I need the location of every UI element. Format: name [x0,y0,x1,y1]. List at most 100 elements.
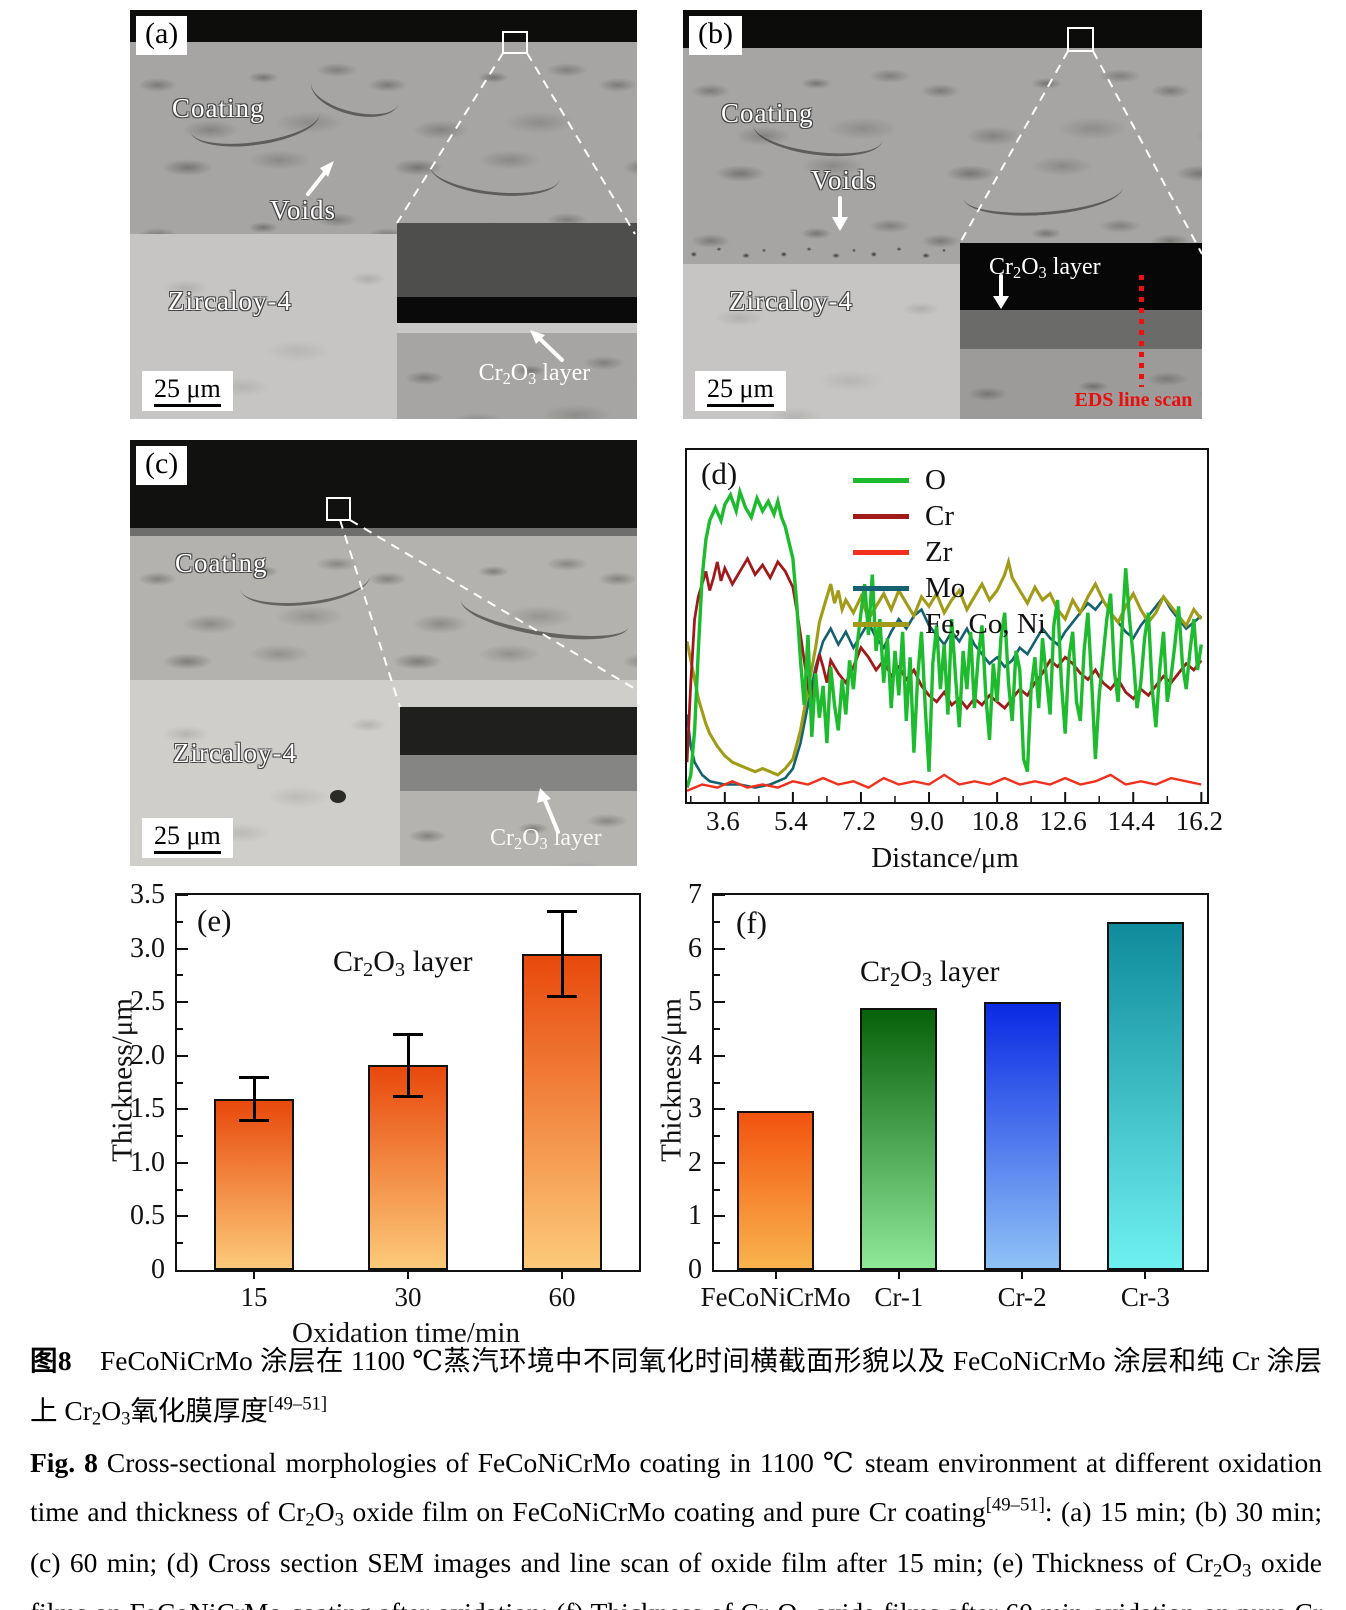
legend-swatch [853,621,909,627]
x-axis-tick [253,1270,255,1279]
x-axis-category-label: Cr-3 [1120,1282,1170,1312]
legend-swatch [853,549,909,555]
x-axis-tick-label: 14.4 [1107,806,1155,836]
x-axis-title-e: Oxidation time/min [292,1317,520,1349]
y-axis-tick [177,894,188,896]
legend-item: Cr [853,498,1046,534]
eds-line-scan-label: EDS line scan [1074,388,1193,411]
panel-tag-d: (d) [701,456,738,491]
error-bar-cap [239,1075,269,1079]
y-axis-tick-label: 2 [688,1146,702,1178]
x-axis-tick [407,1270,409,1279]
y-axis-tick-label: 2.5 [130,986,165,1018]
voids-label-b: Voids [811,165,878,195]
chart-title-f: Cr2O3 layer [860,955,1000,992]
error-bar-cap [547,995,577,999]
scalebar-c: 25 μm [142,818,233,858]
legend-item: Fe, Co, Ni [853,606,1046,642]
line-chart-svg [685,485,1203,802]
y-axis-tick-label: 3.0 [130,932,165,964]
substrate-label-c: Zircaloy-4 [173,738,297,768]
panel-tag-a: (a) [136,16,188,55]
y-axis-tick-label: 6 [688,932,702,964]
x-axis-tick-label: 12.6 [1039,806,1087,836]
error-bar [560,911,564,997]
y-axis-minor-tick [177,1135,183,1138]
y-axis-tick [714,1161,725,1164]
panel-tag-b: (b) [689,16,742,55]
y-axis-minor-tick [714,1081,720,1084]
sem-panel-a: Cr2O3 layer (a) Coating Voids Zircaloy-4… [130,10,637,419]
y-axis-minor-tick [714,974,720,977]
y-axis-minor-tick [714,920,720,923]
sem-b-inset: Cr2O3 layer EDS line scan [960,243,1202,419]
x-axis-category-label: FeCoNiCrMo [700,1282,851,1312]
panel-tag-e: (e) [197,903,232,938]
line-chart-plot-area: (d) O Cr Zr Mo Fe, Co, Ni [685,448,1209,804]
cr2o3-layer-label-b: Cr2O3 layer [989,253,1101,282]
y-axis-minor-tick [714,1135,720,1138]
y-axis-minor-tick [714,1188,720,1191]
bar-FeCoNiCrMo [737,1110,815,1270]
error-bar-cap [393,1094,423,1098]
x-axis-tick-label: 3.6 [705,806,740,836]
y-axis-title-e: Thickness/μm [106,998,139,1162]
y-axis-tick-label: 3.5 [130,879,165,910]
y-axis-tick-label: 0 [688,1254,702,1285]
series-zr [686,773,1202,792]
coating-label-a: Coating [172,93,265,123]
error-bar [406,1034,410,1097]
bar-Cr-1 [860,1007,938,1270]
series-fe-co-ni [685,555,1203,777]
sem-panel-c: Cr2O3 layer (c) Coating Zircaloy-4 25 μm [130,440,637,866]
y-axis-tick-label: 3 [688,1093,702,1125]
y-axis-tick [714,947,725,950]
chart-title-e: Cr2O3 layer [333,945,473,982]
y-axis-title-f: Thickness/μm [655,998,688,1162]
scalebar-a: 25 μm [142,371,233,411]
sem-a-inset: Cr2O3 layer [397,223,637,419]
y-axis-tick [177,1215,188,1218]
x-axis-tick-label: 9.0 [910,806,944,836]
y-axis-tick [177,1161,188,1164]
x-axis-category-label: 30 [394,1282,422,1312]
series-cr [685,555,1203,763]
panel-tag-f: (f) [736,905,767,940]
y-axis-tick [714,1108,725,1111]
x-axis-category-label: Cr-2 [997,1282,1047,1312]
y-axis-minor-tick [177,974,183,977]
x-axis-tick [774,1270,777,1279]
bar-30 [368,1065,448,1270]
y-axis-minor-tick [177,920,183,923]
chart-legend: O Cr Zr Mo Fe, Co, Ni [853,462,1046,642]
x-axis-tick [897,1270,900,1279]
x-axis-tick [1144,1270,1147,1279]
y-axis-minor-tick [177,1242,183,1245]
y-axis-tick [177,1001,188,1004]
y-axis-minor-tick [177,1081,183,1084]
sem-c-oxide-line [130,528,637,536]
y-axis-tick [177,1054,188,1057]
y-axis-tick-label: 4 [688,1039,702,1071]
thickness-bar-chart-f: 0 1 2 3 4 5 6 7 FeCoNiCrMo Cr-1 Cr-2 Cr-3 (f) Cr2O3… [656,879,1209,1363]
cr2o3-layer-label-a: Cr2O3 layer [478,360,591,389]
legend-label: O [925,463,946,496]
caption-english: Fig. 8 Cross-sectional morphologies of F… [30,1446,1322,1610]
x-axis-tick-label: 16.2 [1175,806,1223,836]
x-axis-title: Distance/μm [871,842,1019,874]
series-o [685,485,1203,789]
y-axis-minor-tick [714,1242,720,1245]
y-axis-tick [714,1054,725,1057]
voids-label-a: Voids [270,195,337,225]
bar-Cr-3 [1106,921,1184,1270]
scalebar-b: 25 μm [695,371,786,411]
bar-chart-plot-area: 0 0.5 1.0 1.5 2.0 2.5 3.0 3.5 15 30 60 [130,879,641,1312]
coating-label-c: Coating [175,548,268,578]
bar-15 [214,1098,294,1270]
x-axis-category-label: 15 [240,1282,268,1312]
y-axis-tick-label: 1.5 [130,1093,165,1125]
bar-Cr-2 [983,1002,1061,1270]
y-axis-minor-tick [714,1027,720,1030]
legend-label: Mo [925,571,966,604]
